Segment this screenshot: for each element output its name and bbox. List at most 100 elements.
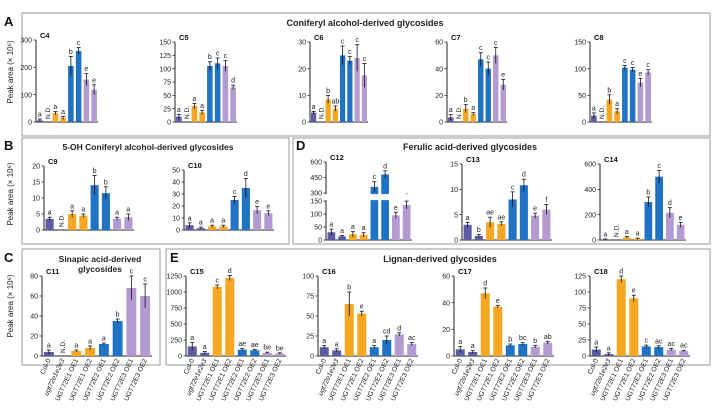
y-tick-label: 100 <box>302 274 314 281</box>
bar-ugt72e3-oe1 <box>493 55 499 123</box>
bar-ugt72e2-oe1 <box>508 199 517 240</box>
y-tick-label: 600 <box>310 160 322 167</box>
section-frame-a <box>21 12 711 137</box>
bar-ugt72e2-oe2 <box>519 185 528 240</box>
chart-title: C14 <box>604 155 619 164</box>
significance-letter: a <box>192 96 196 103</box>
section-frame-e <box>165 248 711 366</box>
y-tick-label: 20 <box>442 327 450 334</box>
significance-letter: a <box>190 335 194 342</box>
bar-ugt72e1-oe2 <box>79 215 88 230</box>
significance-letter: c <box>631 60 635 67</box>
bar-ugt72e1-oe2 <box>470 114 476 122</box>
significance-letter: b <box>104 179 108 186</box>
bar-ugt72e2-oe1 <box>230 200 239 230</box>
y-tick-label: 5 <box>454 212 458 219</box>
significance-letter: a <box>592 105 596 112</box>
y-tick-label: 0 <box>28 120 32 127</box>
y-tick-label: 20 <box>32 164 40 171</box>
bar-ugt72e1-oe1 <box>616 279 626 356</box>
bar-ugt72e2-oe2 <box>485 68 491 122</box>
bar-ugt72e1-oe1 <box>606 99 613 122</box>
section-title-b: 5-OH Coniferyl alcohol-derived glycoside… <box>63 142 234 152</box>
y-tick-label: 1250 <box>166 274 182 281</box>
section-title-a: Coniferyl alcohol-derived glycosides <box>286 18 443 28</box>
bar-ugt72e1-oe2 <box>85 348 96 356</box>
bar-ugt72e2-oe1 <box>478 59 484 122</box>
y-tick-label: 150 <box>574 40 586 47</box>
chart-title: C7 <box>451 33 461 42</box>
chart-title: C16 <box>322 267 336 276</box>
significance-letter: b <box>69 49 73 56</box>
significance-letter: a <box>115 210 119 217</box>
significance-letter: a <box>471 343 475 350</box>
section-title-d: Ferulic acid-derived glycosides <box>403 142 537 152</box>
y-tick-label: 40 <box>30 314 38 321</box>
y-tick-label: 20 <box>435 93 443 100</box>
significance-letter: b <box>116 312 120 319</box>
y-axis-label-b: Peak area (× 10⁶) <box>6 162 15 225</box>
y-tick-label: 30 <box>298 40 306 47</box>
y-tick-label: 10 <box>172 216 180 223</box>
bar-ugt72e1-oe1 <box>349 234 357 240</box>
significance-letter: c <box>348 49 352 56</box>
bar-ugt72e2-oe1 <box>237 349 247 356</box>
chart-title: C5 <box>179 33 189 42</box>
bar-ugt72e3-oe2 <box>676 224 685 240</box>
y-tick-label: 0 <box>582 120 586 127</box>
significance-letter: ac <box>408 335 416 342</box>
y-tick-label: 250 <box>170 338 182 345</box>
y-tick-label: 60 <box>442 274 450 281</box>
y-tick-label: 20 <box>298 66 306 73</box>
y-tick-label: 200 <box>584 212 596 219</box>
chart-title: C8 <box>594 33 604 42</box>
bar-ugt72e2-oe2 <box>250 350 260 356</box>
significance-letter: c <box>511 184 515 191</box>
nd-label: N.D. <box>58 214 65 227</box>
significance-letter: bc <box>519 335 527 342</box>
y-tick-label: 75 <box>578 306 586 313</box>
bar-ugt72e2-oe2 <box>629 69 636 122</box>
significance-letter: b <box>477 227 481 234</box>
bar-ugt72e3-oe2 <box>140 296 151 356</box>
y-tick-label: 75 <box>163 80 171 87</box>
significance-letter: e <box>679 215 683 222</box>
section-title-c: Sinapic acid-derived glycosides <box>59 254 142 274</box>
bar-ugt72e3-oe1 <box>262 352 272 356</box>
significance-letter: c <box>373 174 377 181</box>
significance-letter: b <box>508 337 512 344</box>
y-tick-label: 40 <box>172 180 180 187</box>
bar-ugt72e2-oe2 <box>518 344 528 356</box>
significance-letter: c <box>657 163 661 170</box>
significance-letter: c <box>77 40 81 47</box>
nd-label: N.D. <box>614 224 621 237</box>
bar-ugt72e3-oe2 <box>91 89 97 122</box>
bar-ugt72e3-oe1 <box>666 349 676 356</box>
significance-letter: a <box>625 229 629 236</box>
bar-ugt72e3-oe2 <box>361 75 367 122</box>
significance-letter: a <box>126 207 130 214</box>
y-tick-label: 150 <box>159 40 171 47</box>
bar-ugt72e1e2e3 <box>474 235 483 240</box>
bar-ugt72e3-oe1 <box>530 346 540 356</box>
significance-letter: e <box>360 304 364 311</box>
bar-ugt72e2-oe2 <box>381 174 389 240</box>
y-tick-label: 300 <box>310 191 322 198</box>
bar-ugt72e1e2e3 <box>200 352 210 356</box>
bar-ugt72e3-oe1 <box>531 215 540 240</box>
bar-ugt72e1-oe2 <box>497 223 506 240</box>
y-tick-label: 600 <box>584 162 596 169</box>
bar-ugt72e3-oe1 <box>83 79 90 122</box>
significance-letter: a <box>351 224 355 231</box>
significance-letter: a <box>449 107 453 114</box>
bar-ugt72e3-oe1 <box>354 58 360 122</box>
bar-col-0 <box>187 346 197 356</box>
significance-letter: e <box>501 72 505 79</box>
panel-letter-d: D <box>296 138 305 153</box>
y-tick-label: 25 <box>306 334 314 341</box>
